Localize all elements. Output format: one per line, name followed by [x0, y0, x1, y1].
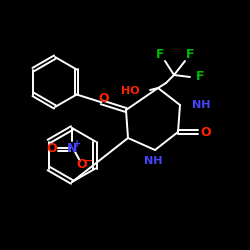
Text: NH: NH: [144, 156, 162, 166]
Text: −: −: [84, 156, 94, 166]
Text: HO: HO: [122, 86, 140, 96]
Text: N: N: [67, 142, 77, 154]
Text: F: F: [186, 48, 194, 60]
Text: F: F: [156, 48, 164, 60]
Text: O: O: [47, 142, 57, 156]
Text: O: O: [98, 92, 109, 104]
Text: NH: NH: [192, 100, 210, 110]
Text: O: O: [77, 158, 87, 172]
Text: O: O: [201, 126, 211, 138]
Text: +: +: [73, 139, 81, 149]
Text: F: F: [196, 70, 204, 84]
